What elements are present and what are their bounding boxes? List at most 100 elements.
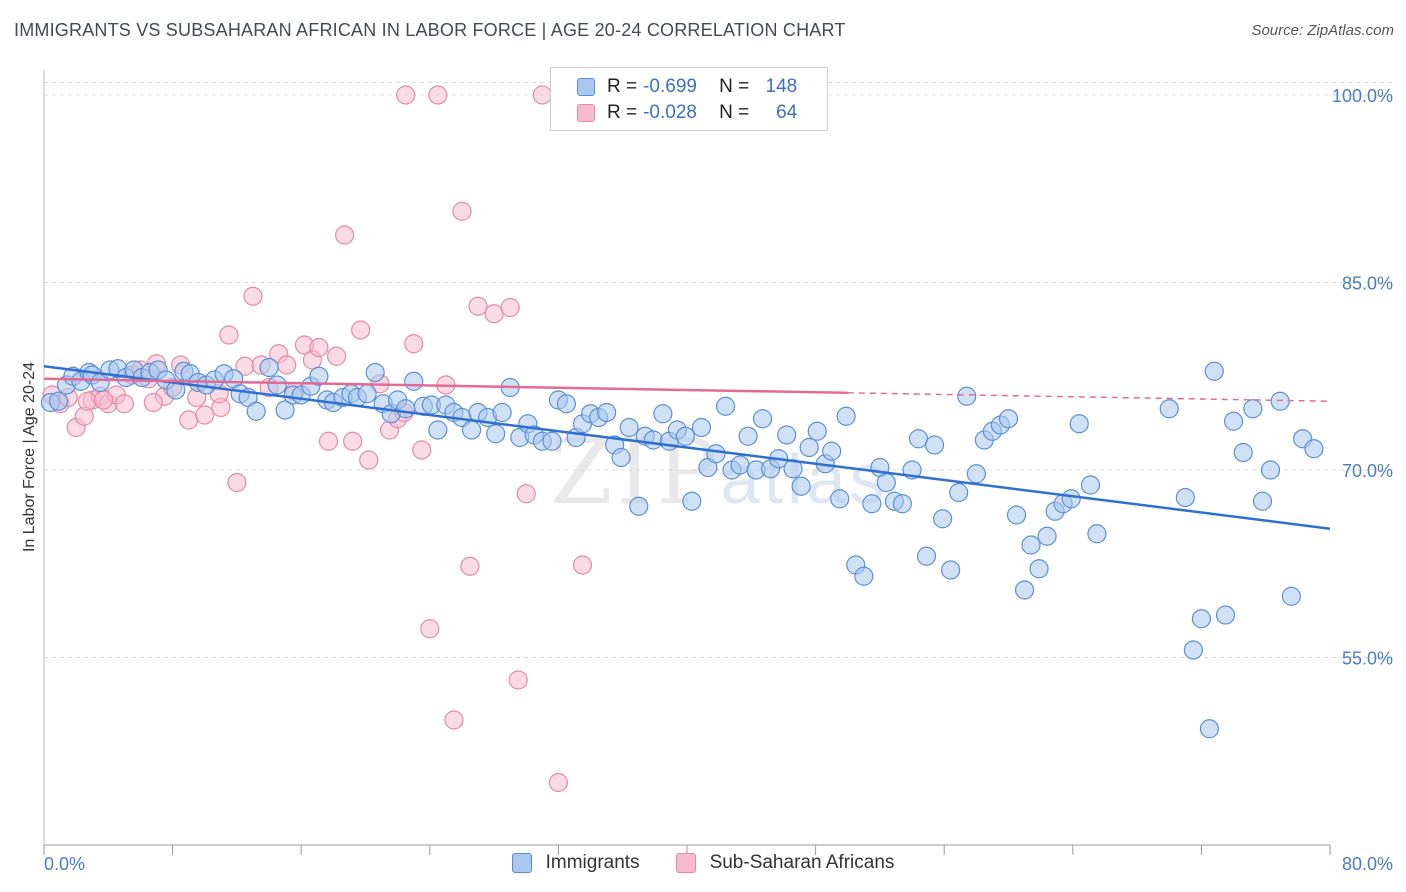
- legend-r-value: -0.699: [643, 76, 697, 97]
- point-subsaharan: [548, 772, 569, 793]
- point-subsaharan: [404, 334, 424, 354]
- legend-item-subsaharan[interactable]: Sub-Saharan Africans: [675, 852, 894, 874]
- y-tick-label: 100.0%: [1332, 86, 1393, 106]
- legend-n-value: 64: [776, 102, 798, 123]
- point-immigrants: [1021, 535, 1041, 555]
- point-immigrants: [1191, 609, 1212, 629]
- point-immigrants: [777, 425, 797, 445]
- series-subsaharan-points: [42, 85, 593, 793]
- point-subsaharan: [359, 450, 379, 470]
- point-immigrants: [924, 435, 945, 455]
- point-immigrants: [428, 420, 448, 440]
- point-subsaharan: [468, 296, 488, 316]
- legend-row-subsaharan: R = -0.028 N = 64: [577, 101, 797, 125]
- point-subsaharan: [335, 225, 355, 245]
- series-legend: Immigrants Sub-Saharan Africans: [0, 852, 1406, 874]
- y-tick-label: 85.0%: [1342, 274, 1393, 294]
- point-immigrants: [738, 426, 758, 446]
- point-subsaharan: [326, 346, 347, 366]
- point-immigrants: [1252, 491, 1273, 511]
- point-immigrants: [957, 386, 977, 406]
- point-immigrants: [1223, 411, 1244, 431]
- point-subsaharan: [179, 410, 199, 430]
- point-subsaharan: [484, 304, 504, 324]
- point-immigrants: [1061, 489, 1081, 509]
- point-immigrants: [854, 566, 874, 586]
- legend-n-label: N =: [719, 102, 750, 123]
- point-subsaharan: [572, 555, 593, 575]
- point-immigrants: [807, 421, 827, 441]
- point-immigrants: [1014, 580, 1035, 600]
- legend-swatch-subsaharan: [577, 104, 595, 122]
- point-immigrants: [1270, 391, 1290, 411]
- point-immigrants: [830, 489, 850, 509]
- point-immigrants: [629, 496, 649, 516]
- legend-row-immigrants: R = -0.699 N = 148: [577, 75, 797, 99]
- point-immigrants: [556, 394, 577, 414]
- point-immigrants: [675, 426, 695, 446]
- legend-label-immigrants: Immigrants: [545, 852, 640, 873]
- x-tick-label-min: 0.0%: [44, 854, 85, 874]
- point-immigrants: [1029, 559, 1049, 579]
- point-immigrants: [966, 464, 986, 484]
- point-immigrants: [916, 546, 937, 566]
- point-immigrants: [611, 447, 631, 468]
- trend-line-subsaharan: [43, 377, 848, 395]
- legend-swatch-subsaharan: [675, 853, 696, 873]
- point-immigrants: [653, 404, 673, 424]
- trend-line-subsaharan-extension: [847, 392, 1331, 402]
- point-subsaharan: [420, 619, 440, 639]
- point-immigrants: [752, 409, 773, 429]
- legend-swatch-immigrants: [577, 78, 595, 96]
- point-immigrants: [309, 366, 329, 386]
- point-immigrants: [691, 417, 712, 438]
- legend-n-label: N =: [719, 76, 750, 97]
- point-immigrants: [461, 420, 482, 440]
- point-immigrants: [998, 409, 1019, 429]
- point-immigrants: [799, 437, 819, 458]
- point-immigrants: [682, 491, 702, 511]
- point-subsaharan: [93, 390, 114, 410]
- point-immigrants: [1037, 526, 1057, 546]
- point-immigrants: [715, 396, 736, 416]
- point-immigrants: [1159, 399, 1179, 419]
- point-immigrants: [1260, 460, 1281, 480]
- trend-lines: [43, 365, 1331, 530]
- point-immigrants: [1183, 640, 1203, 660]
- point-subsaharan: [516, 484, 536, 504]
- trend-line-immigrants: [43, 365, 1331, 530]
- point-subsaharan: [412, 440, 432, 460]
- point-subsaharan: [351, 320, 371, 340]
- y-tick-label: 55.0%: [1342, 649, 1393, 669]
- point-immigrants: [396, 399, 416, 419]
- point-subsaharan: [114, 394, 134, 414]
- y-tick-labels: 55.0% 70.0% 85.0% 100.0%: [1332, 86, 1393, 669]
- point-subsaharan: [227, 472, 247, 493]
- point-immigrants: [1087, 524, 1107, 544]
- point-immigrants: [1281, 586, 1302, 606]
- legend-r-value: -0.028: [643, 102, 697, 123]
- point-immigrants: [267, 375, 287, 395]
- point-immigrants: [949, 482, 969, 503]
- point-immigrants: [892, 494, 913, 514]
- legend-r-label: R =: [607, 76, 638, 97]
- point-immigrants: [275, 400, 295, 420]
- point-subsaharan: [277, 355, 297, 375]
- point-immigrants: [730, 455, 750, 475]
- point-subsaharan: [243, 286, 263, 306]
- point-immigrants: [542, 431, 562, 451]
- point-subsaharan: [343, 431, 363, 451]
- axes: [43, 70, 1330, 846]
- point-subsaharan: [444, 710, 464, 730]
- point-immigrants: [486, 424, 506, 444]
- x-ticks: [43, 845, 1331, 855]
- y-axis-label: In Labor Force | Age 20-24: [21, 362, 38, 552]
- legend-item-immigrants[interactable]: Immigrants: [511, 852, 640, 874]
- point-immigrants: [836, 406, 856, 426]
- point-subsaharan: [460, 556, 480, 576]
- point-subsaharan: [143, 392, 163, 413]
- point-immigrants: [876, 472, 896, 493]
- point-immigrants: [1233, 442, 1253, 463]
- point-subsaharan: [309, 337, 329, 358]
- point-immigrants: [1243, 399, 1263, 419]
